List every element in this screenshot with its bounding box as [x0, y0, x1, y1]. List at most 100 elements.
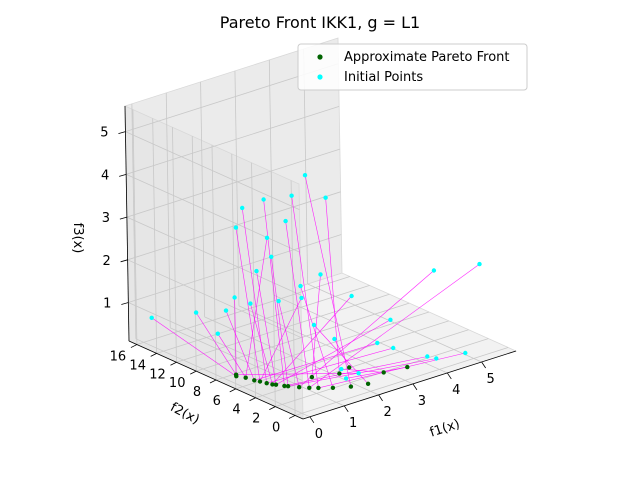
connection-line — [235, 227, 261, 382]
initial-point — [477, 261, 482, 267]
grid-line-z — [128, 234, 342, 303]
pareto-point — [297, 385, 302, 390]
initial-point — [261, 197, 266, 202]
grid-line-y — [136, 276, 351, 345]
connection-line — [311, 274, 321, 378]
grid-line-z — [126, 173, 301, 253]
initial-point — [388, 317, 393, 322]
initial-point — [339, 366, 344, 372]
legend-label-initial: Initial Points — [344, 70, 423, 85]
x-tick-label: 3 — [418, 394, 426, 409]
connection-line — [266, 347, 394, 384]
initial-point — [193, 310, 199, 315]
initial-point — [302, 173, 308, 178]
pareto-point — [309, 374, 315, 380]
connection-line — [250, 303, 273, 385]
y-tick-mark — [170, 361, 177, 366]
initial-point — [463, 350, 468, 356]
initial-point — [149, 315, 154, 320]
connection-line — [272, 295, 352, 385]
initial-point — [276, 298, 281, 304]
grid-line-y — [196, 302, 410, 372]
grid-line-y — [132, 109, 138, 345]
z-axis-line — [124, 105, 130, 342]
pareto-point — [381, 370, 386, 375]
pareto-point — [337, 371, 342, 376]
pareto-point — [273, 382, 279, 387]
x-axis-label: f1(x) — [428, 417, 462, 441]
grid-line-y — [156, 285, 370, 354]
initial-point — [356, 371, 361, 376]
connection-line — [241, 207, 267, 384]
y-tick-label: 14 — [129, 358, 146, 373]
y-tick-mark — [288, 415, 296, 419]
grid-line-z — [126, 216, 302, 296]
initial-point — [343, 376, 349, 381]
z-tick-label: 2 — [102, 254, 110, 269]
grid-line-y — [176, 293, 390, 363]
initial-point — [223, 308, 229, 313]
x-tick-mark — [412, 383, 418, 391]
x-tick-label: 2 — [383, 405, 391, 420]
initial-point — [323, 195, 328, 200]
axis-lines — [118, 105, 517, 424]
grid-line-y — [231, 153, 237, 389]
y-tick-label: 2 — [252, 412, 260, 427]
initial-point — [269, 254, 274, 259]
legend-box — [297, 43, 528, 91]
initial-point — [431, 268, 437, 273]
x-tick-label: 1 — [349, 416, 357, 431]
y-tick-mark — [130, 344, 138, 348]
y-tick-mark — [229, 388, 236, 393]
x-tick-mark — [481, 361, 486, 369]
grid-line-x — [131, 103, 137, 339]
grid-line-y — [152, 118, 158, 354]
x-tick-mark — [378, 394, 383, 402]
z-axis-label: f3(x) — [70, 223, 85, 254]
connection-line — [270, 256, 289, 387]
x-tick-mark — [446, 372, 452, 380]
grid-line-z — [125, 131, 300, 211]
connection-line — [195, 312, 237, 375]
grid-line-y — [211, 144, 217, 381]
z-tick-mark — [121, 302, 129, 305]
grid-line-x — [165, 92, 171, 328]
pareto-point — [348, 384, 354, 389]
grid-line-y — [215, 311, 430, 381]
grid-line-y — [235, 320, 449, 390]
initial-point — [311, 322, 317, 328]
initial-point — [254, 268, 259, 274]
pareto-point — [316, 385, 321, 391]
pareto-point — [347, 365, 352, 370]
grid-line-z — [126, 105, 340, 175]
y-tick-mark — [150, 353, 157, 357]
connection-line — [245, 237, 268, 378]
z-tick-label: 1 — [103, 297, 111, 312]
z-tick-mark — [120, 259, 128, 263]
z-tick-mark — [119, 216, 128, 220]
connection-line — [151, 317, 237, 377]
pareto-point — [270, 382, 275, 387]
x-tick-label: 4 — [452, 383, 460, 398]
chart-title: Pareto Front IKK1, g = L1 — [220, 13, 420, 32]
connection-line — [278, 301, 300, 388]
y-tick-label: 16 — [110, 350, 127, 365]
connection-line — [254, 342, 378, 381]
y-tick-label: 8 — [193, 385, 201, 400]
y-tick-mark — [269, 406, 276, 410]
initial-point — [391, 345, 396, 351]
initial-point — [283, 218, 288, 224]
pareto-point — [282, 383, 287, 389]
connection-line — [217, 333, 246, 378]
connection-line — [259, 297, 302, 382]
pareto-point — [252, 378, 257, 383]
initial-point — [232, 295, 237, 300]
connection-line — [284, 356, 428, 387]
x-tick-label: 0 — [315, 427, 323, 442]
connection-line — [234, 297, 237, 377]
connection-line — [341, 368, 384, 373]
connection-line — [275, 319, 391, 385]
grid-line-y — [251, 162, 256, 398]
